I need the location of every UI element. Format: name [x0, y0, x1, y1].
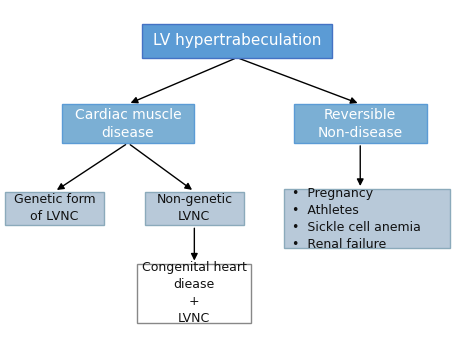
- FancyBboxPatch shape: [142, 24, 332, 58]
- FancyBboxPatch shape: [145, 192, 244, 225]
- Text: Non-genetic
LVNC: Non-genetic LVNC: [156, 194, 232, 223]
- FancyBboxPatch shape: [284, 189, 450, 248]
- Text: Cardiac muscle
disease: Cardiac muscle disease: [75, 107, 181, 140]
- Text: LV hypertrabeculation: LV hypertrabeculation: [153, 33, 321, 48]
- Text: Genetic form
of LVNC: Genetic form of LVNC: [14, 194, 95, 223]
- Text: Reversible
Non-disease: Reversible Non-disease: [318, 107, 403, 140]
- FancyBboxPatch shape: [137, 264, 251, 323]
- FancyBboxPatch shape: [62, 104, 194, 143]
- Text: •  Pregnancy
•  Athletes
•  Sickle cell anemia
•  Renal failure: • Pregnancy • Athletes • Sickle cell ane…: [292, 187, 420, 251]
- FancyBboxPatch shape: [5, 192, 104, 225]
- Text: Congenital heart
diease
+
LVNC: Congenital heart diease + LVNC: [142, 261, 247, 325]
- FancyBboxPatch shape: [294, 104, 427, 143]
